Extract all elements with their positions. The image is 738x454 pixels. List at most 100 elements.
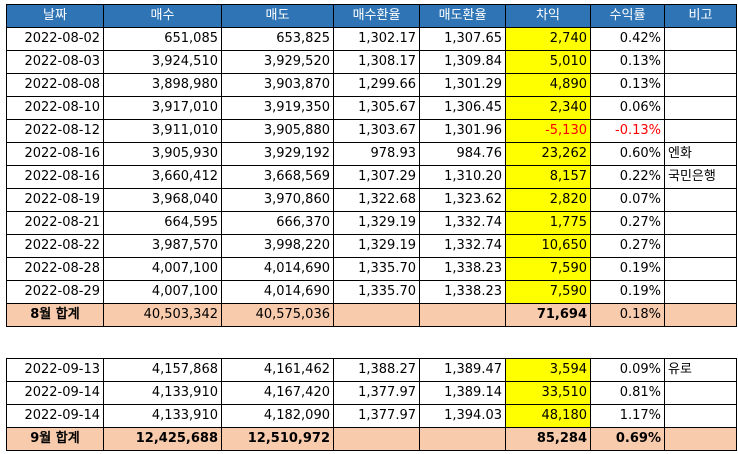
diff-cell[interactable]: 48,180	[505, 404, 591, 428]
buy-rate-cell[interactable]: 1,302.17	[333, 27, 420, 51]
total-yield-cell[interactable]: 0.69%	[590, 427, 665, 451]
yield-cell[interactable]: 0.09%	[590, 358, 665, 382]
buy-rate-cell[interactable]: 1,308.17	[333, 50, 420, 74]
buy-cell[interactable]: 3,660,412	[103, 165, 222, 189]
sell-rate-cell[interactable]: 1,332.74	[419, 234, 506, 258]
yield-cell[interactable]: 0.60%	[590, 142, 665, 166]
note-cell[interactable]	[664, 73, 737, 97]
total-sell-cell[interactable]: 12,510,972	[221, 427, 334, 451]
diff-cell[interactable]: 7,590	[505, 257, 591, 281]
buy-cell[interactable]: 3,924,510	[103, 50, 222, 74]
sell-rate-cell[interactable]: 1,301.29	[419, 73, 506, 97]
buy-cell[interactable]: 4,007,100	[103, 257, 222, 281]
header-cell[interactable]: 비고	[664, 4, 737, 28]
yield-cell[interactable]: -0.13%	[590, 119, 665, 143]
buy-cell[interactable]: 4,133,910	[103, 381, 222, 405]
date-cell[interactable]: 2022-08-29	[6, 280, 104, 304]
buy-cell[interactable]: 3,905,930	[103, 142, 222, 166]
sell-cell[interactable]: 3,903,870	[221, 73, 334, 97]
date-cell[interactable]: 2022-08-08	[6, 73, 104, 97]
sell-rate-cell[interactable]: 1,338.23	[419, 280, 506, 304]
sell-cell[interactable]: 4,182,090	[221, 404, 334, 428]
diff-cell[interactable]: 1,775	[505, 211, 591, 235]
sell-cell[interactable]: 666,370	[221, 211, 334, 235]
total-diff-cell[interactable]: 85,284	[505, 427, 591, 451]
header-cell[interactable]: 날짜	[6, 4, 104, 28]
sell-rate-cell[interactable]: 1,389.14	[419, 381, 506, 405]
sell-cell[interactable]: 4,014,690	[221, 257, 334, 281]
sell-cell[interactable]: 3,668,569	[221, 165, 334, 189]
sell-cell[interactable]: 4,167,420	[221, 381, 334, 405]
yield-cell[interactable]: 0.27%	[590, 211, 665, 235]
date-cell[interactable]: 2022-08-22	[6, 234, 104, 258]
date-cell[interactable]: 2022-08-12	[6, 119, 104, 143]
total-empty-cell[interactable]	[664, 427, 737, 451]
note-cell[interactable]	[664, 280, 737, 304]
yield-cell[interactable]: 0.07%	[590, 188, 665, 212]
date-cell[interactable]: 2022-09-14	[6, 404, 104, 428]
date-cell[interactable]: 2022-08-10	[6, 96, 104, 120]
buy-rate-cell[interactable]: 1,299.66	[333, 73, 420, 97]
note-cell[interactable]	[664, 257, 737, 281]
total-diff-cell[interactable]: 71,694	[505, 303, 591, 327]
diff-cell[interactable]: 7,590	[505, 280, 591, 304]
buy-cell[interactable]: 3,968,040	[103, 188, 222, 212]
sell-rate-cell[interactable]: 1,307.65	[419, 27, 506, 51]
buy-rate-cell[interactable]: 1,322.68	[333, 188, 420, 212]
date-cell[interactable]: 2022-08-03	[6, 50, 104, 74]
buy-rate-cell[interactable]: 1,303.67	[333, 119, 420, 143]
header-cell[interactable]: 수익률	[590, 4, 665, 28]
date-cell[interactable]: 2022-08-19	[6, 188, 104, 212]
note-cell[interactable]	[664, 119, 737, 143]
buy-rate-cell[interactable]: 1,329.19	[333, 211, 420, 235]
note-cell[interactable]	[664, 188, 737, 212]
date-cell[interactable]: 2022-09-14	[6, 381, 104, 405]
sell-rate-cell[interactable]: 1,306.45	[419, 96, 506, 120]
diff-cell[interactable]: 5,010	[505, 50, 591, 74]
sell-cell[interactable]: 3,905,880	[221, 119, 334, 143]
note-cell[interactable]	[664, 50, 737, 74]
total-label[interactable]: 8월 합계	[6, 303, 104, 327]
note-cell[interactable]: 국민은행	[664, 165, 737, 189]
sell-rate-cell[interactable]: 1,394.03	[419, 404, 506, 428]
yield-cell[interactable]: 1.17%	[590, 404, 665, 428]
total-empty-cell[interactable]	[419, 303, 506, 327]
sell-cell[interactable]: 3,998,220	[221, 234, 334, 258]
note-cell[interactable]	[664, 211, 737, 235]
sell-cell[interactable]: 3,929,520	[221, 50, 334, 74]
buy-cell[interactable]: 651,085	[103, 27, 222, 51]
header-cell[interactable]: 매수	[103, 4, 222, 28]
yield-cell[interactable]: 0.27%	[590, 234, 665, 258]
sell-cell[interactable]: 653,825	[221, 27, 334, 51]
sell-rate-cell[interactable]: 1,301.96	[419, 119, 506, 143]
note-cell[interactable]: 엔화	[664, 142, 737, 166]
buy-rate-cell[interactable]: 1,329.19	[333, 234, 420, 258]
buy-rate-cell[interactable]: 1,307.29	[333, 165, 420, 189]
buy-rate-cell[interactable]: 978.93	[333, 142, 420, 166]
sell-rate-cell[interactable]: 984.76	[419, 142, 506, 166]
date-cell[interactable]: 2022-08-21	[6, 211, 104, 235]
sell-cell[interactable]: 4,161,462	[221, 358, 334, 382]
diff-cell[interactable]: 2,820	[505, 188, 591, 212]
buy-cell[interactable]: 3,898,980	[103, 73, 222, 97]
date-cell[interactable]: 2022-08-02	[6, 27, 104, 51]
diff-cell[interactable]: 8,157	[505, 165, 591, 189]
buy-rate-cell[interactable]: 1,305.67	[333, 96, 420, 120]
note-cell[interactable]	[664, 234, 737, 258]
sell-rate-cell[interactable]: 1,338.23	[419, 257, 506, 281]
sell-cell[interactable]: 3,929,192	[221, 142, 334, 166]
buy-rate-cell[interactable]: 1,377.97	[333, 404, 420, 428]
diff-cell[interactable]: 2,740	[505, 27, 591, 51]
total-buy-cell[interactable]: 40,503,342	[103, 303, 222, 327]
header-cell[interactable]: 매수환율	[333, 4, 420, 28]
header-cell[interactable]: 매도	[221, 4, 334, 28]
note-cell[interactable]	[664, 27, 737, 51]
buy-rate-cell[interactable]: 1,388.27	[333, 358, 420, 382]
buy-cell[interactable]: 3,917,010	[103, 96, 222, 120]
sell-rate-cell[interactable]: 1,389.47	[419, 358, 506, 382]
yield-cell[interactable]: 0.42%	[590, 27, 665, 51]
sell-rate-cell[interactable]: 1,310.20	[419, 165, 506, 189]
diff-cell[interactable]: 23,262	[505, 142, 591, 166]
total-buy-cell[interactable]: 12,425,688	[103, 427, 222, 451]
note-cell[interactable]: 유로	[664, 358, 737, 382]
